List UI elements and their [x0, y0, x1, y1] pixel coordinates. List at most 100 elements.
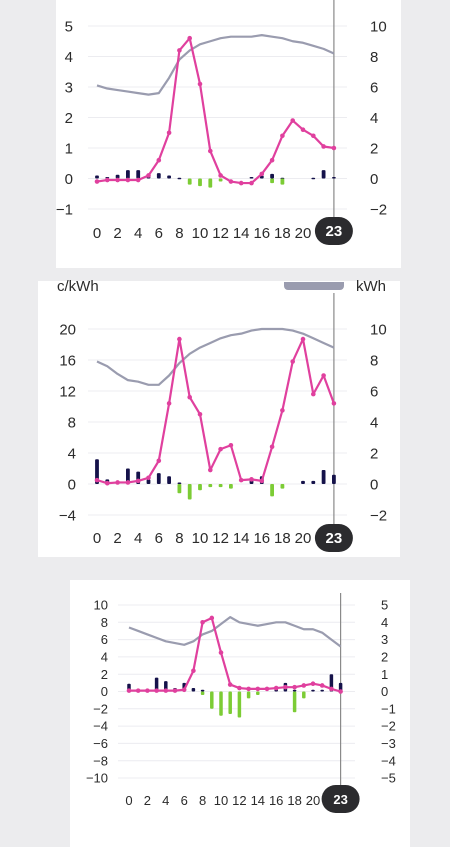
price-point: [209, 615, 215, 621]
price-point: [105, 177, 110, 183]
consumption-bar: [311, 177, 316, 180]
price-point: [146, 173, 151, 178]
y-left-tick: −8: [93, 753, 108, 768]
y-right-tick: 0: [370, 171, 378, 188]
hour-badge-label: 23: [326, 530, 343, 547]
price-point: [166, 401, 172, 406]
x-tick: 16: [253, 225, 270, 242]
price-point: [105, 480, 110, 486]
production-bar: [198, 484, 202, 491]
production-bar: [177, 484, 182, 494]
x-tick: 20: [295, 225, 312, 242]
hour-badge-bg: [321, 785, 360, 813]
x-tick: 12: [232, 793, 246, 808]
x-tick: 4: [162, 793, 169, 808]
price-point: [321, 144, 326, 149]
hour-badge: 23: [314, 217, 353, 245]
price-point: [283, 684, 288, 690]
price-point: [156, 458, 162, 464]
price-point: [319, 683, 325, 688]
hour-badge: 23: [314, 524, 353, 552]
y-right-tick: −4: [381, 753, 396, 768]
price-point: [163, 688, 169, 693]
y-right-tick: 5: [381, 598, 388, 613]
price-point: [197, 411, 203, 417]
price-point: [187, 394, 192, 400]
consumption-bar: [200, 689, 205, 692]
consumption-bar: [154, 677, 159, 692]
consumption-bar: [167, 476, 171, 484]
production-bar: [302, 691, 306, 699]
production-bar: [237, 691, 242, 718]
consumption-bar: [167, 175, 171, 179]
price-point: [181, 687, 187, 693]
x-tick: 4: [134, 225, 142, 242]
x-tick: 6: [155, 530, 163, 547]
price-point: [249, 477, 254, 482]
consumption-bar: [95, 175, 99, 179]
temperature-line: [96, 34, 335, 96]
x-tick: 10: [214, 793, 228, 808]
y-right-tick: −5: [381, 771, 396, 786]
production-bar: [292, 691, 297, 713]
consumption-bar: [321, 470, 326, 484]
x-tick: 0: [93, 225, 101, 242]
y-left-tick: 0: [65, 171, 73, 188]
price-point: [238, 477, 244, 483]
price-point: [208, 467, 213, 473]
price-point: [135, 177, 141, 183]
y-left-tick: 3: [65, 79, 73, 96]
price-point: [154, 688, 159, 693]
consumption-bar: [156, 173, 161, 179]
x-tick: 8: [175, 530, 183, 547]
production-bar: [218, 484, 223, 488]
y-left-tick: 0: [68, 476, 76, 493]
consumption-bar: [311, 480, 316, 484]
y-left-tick: 8: [101, 615, 108, 630]
production-bar: [208, 178, 213, 188]
y-right-tick: −2: [370, 507, 387, 524]
price-point: [172, 688, 178, 693]
price-point: [135, 688, 141, 693]
price-point: [197, 81, 203, 87]
price-point: [125, 177, 131, 183]
production-bar: [187, 178, 192, 185]
x-tick: 16: [253, 530, 270, 547]
price-point: [94, 477, 100, 483]
y-left-tick: 2: [101, 667, 108, 682]
x-tick: 18: [274, 225, 291, 242]
x-tick: 18: [287, 793, 301, 808]
price-point: [311, 133, 316, 139]
y-right-tick: 2: [370, 445, 378, 462]
y-right-tick: 3: [381, 632, 388, 647]
price-point: [126, 688, 132, 693]
production-bar: [219, 691, 223, 716]
price-point: [255, 686, 261, 692]
consumption-bar: [177, 177, 182, 180]
y-left-tick: 20: [59, 321, 76, 338]
production-bar: [246, 691, 251, 699]
y-left-tick: 5: [65, 18, 73, 35]
price-point: [259, 478, 265, 484]
hour-badge-label: 23: [333, 792, 347, 807]
y-right-tick: 6: [370, 79, 378, 96]
price-point: [338, 689, 343, 694]
x-tick: 10: [192, 530, 209, 547]
y-right-tick: 6: [370, 383, 378, 400]
price-point: [115, 177, 120, 183]
price-point: [218, 650, 224, 655]
y-right-tick: −2: [370, 201, 387, 218]
hour-badge-bg: [314, 524, 353, 552]
y-left-tick: 6: [101, 632, 108, 647]
y-left-tick: −4: [59, 507, 76, 524]
x-tick: 20: [306, 793, 320, 808]
y-right-tick: 10: [370, 321, 387, 338]
consumption-bar: [115, 174, 120, 179]
price-point: [125, 480, 131, 485]
consumption-bar: [126, 170, 130, 179]
consumption-bar: [338, 682, 343, 692]
price-point: [249, 180, 254, 186]
x-tick: 6: [155, 225, 163, 242]
price-point: [310, 681, 316, 687]
